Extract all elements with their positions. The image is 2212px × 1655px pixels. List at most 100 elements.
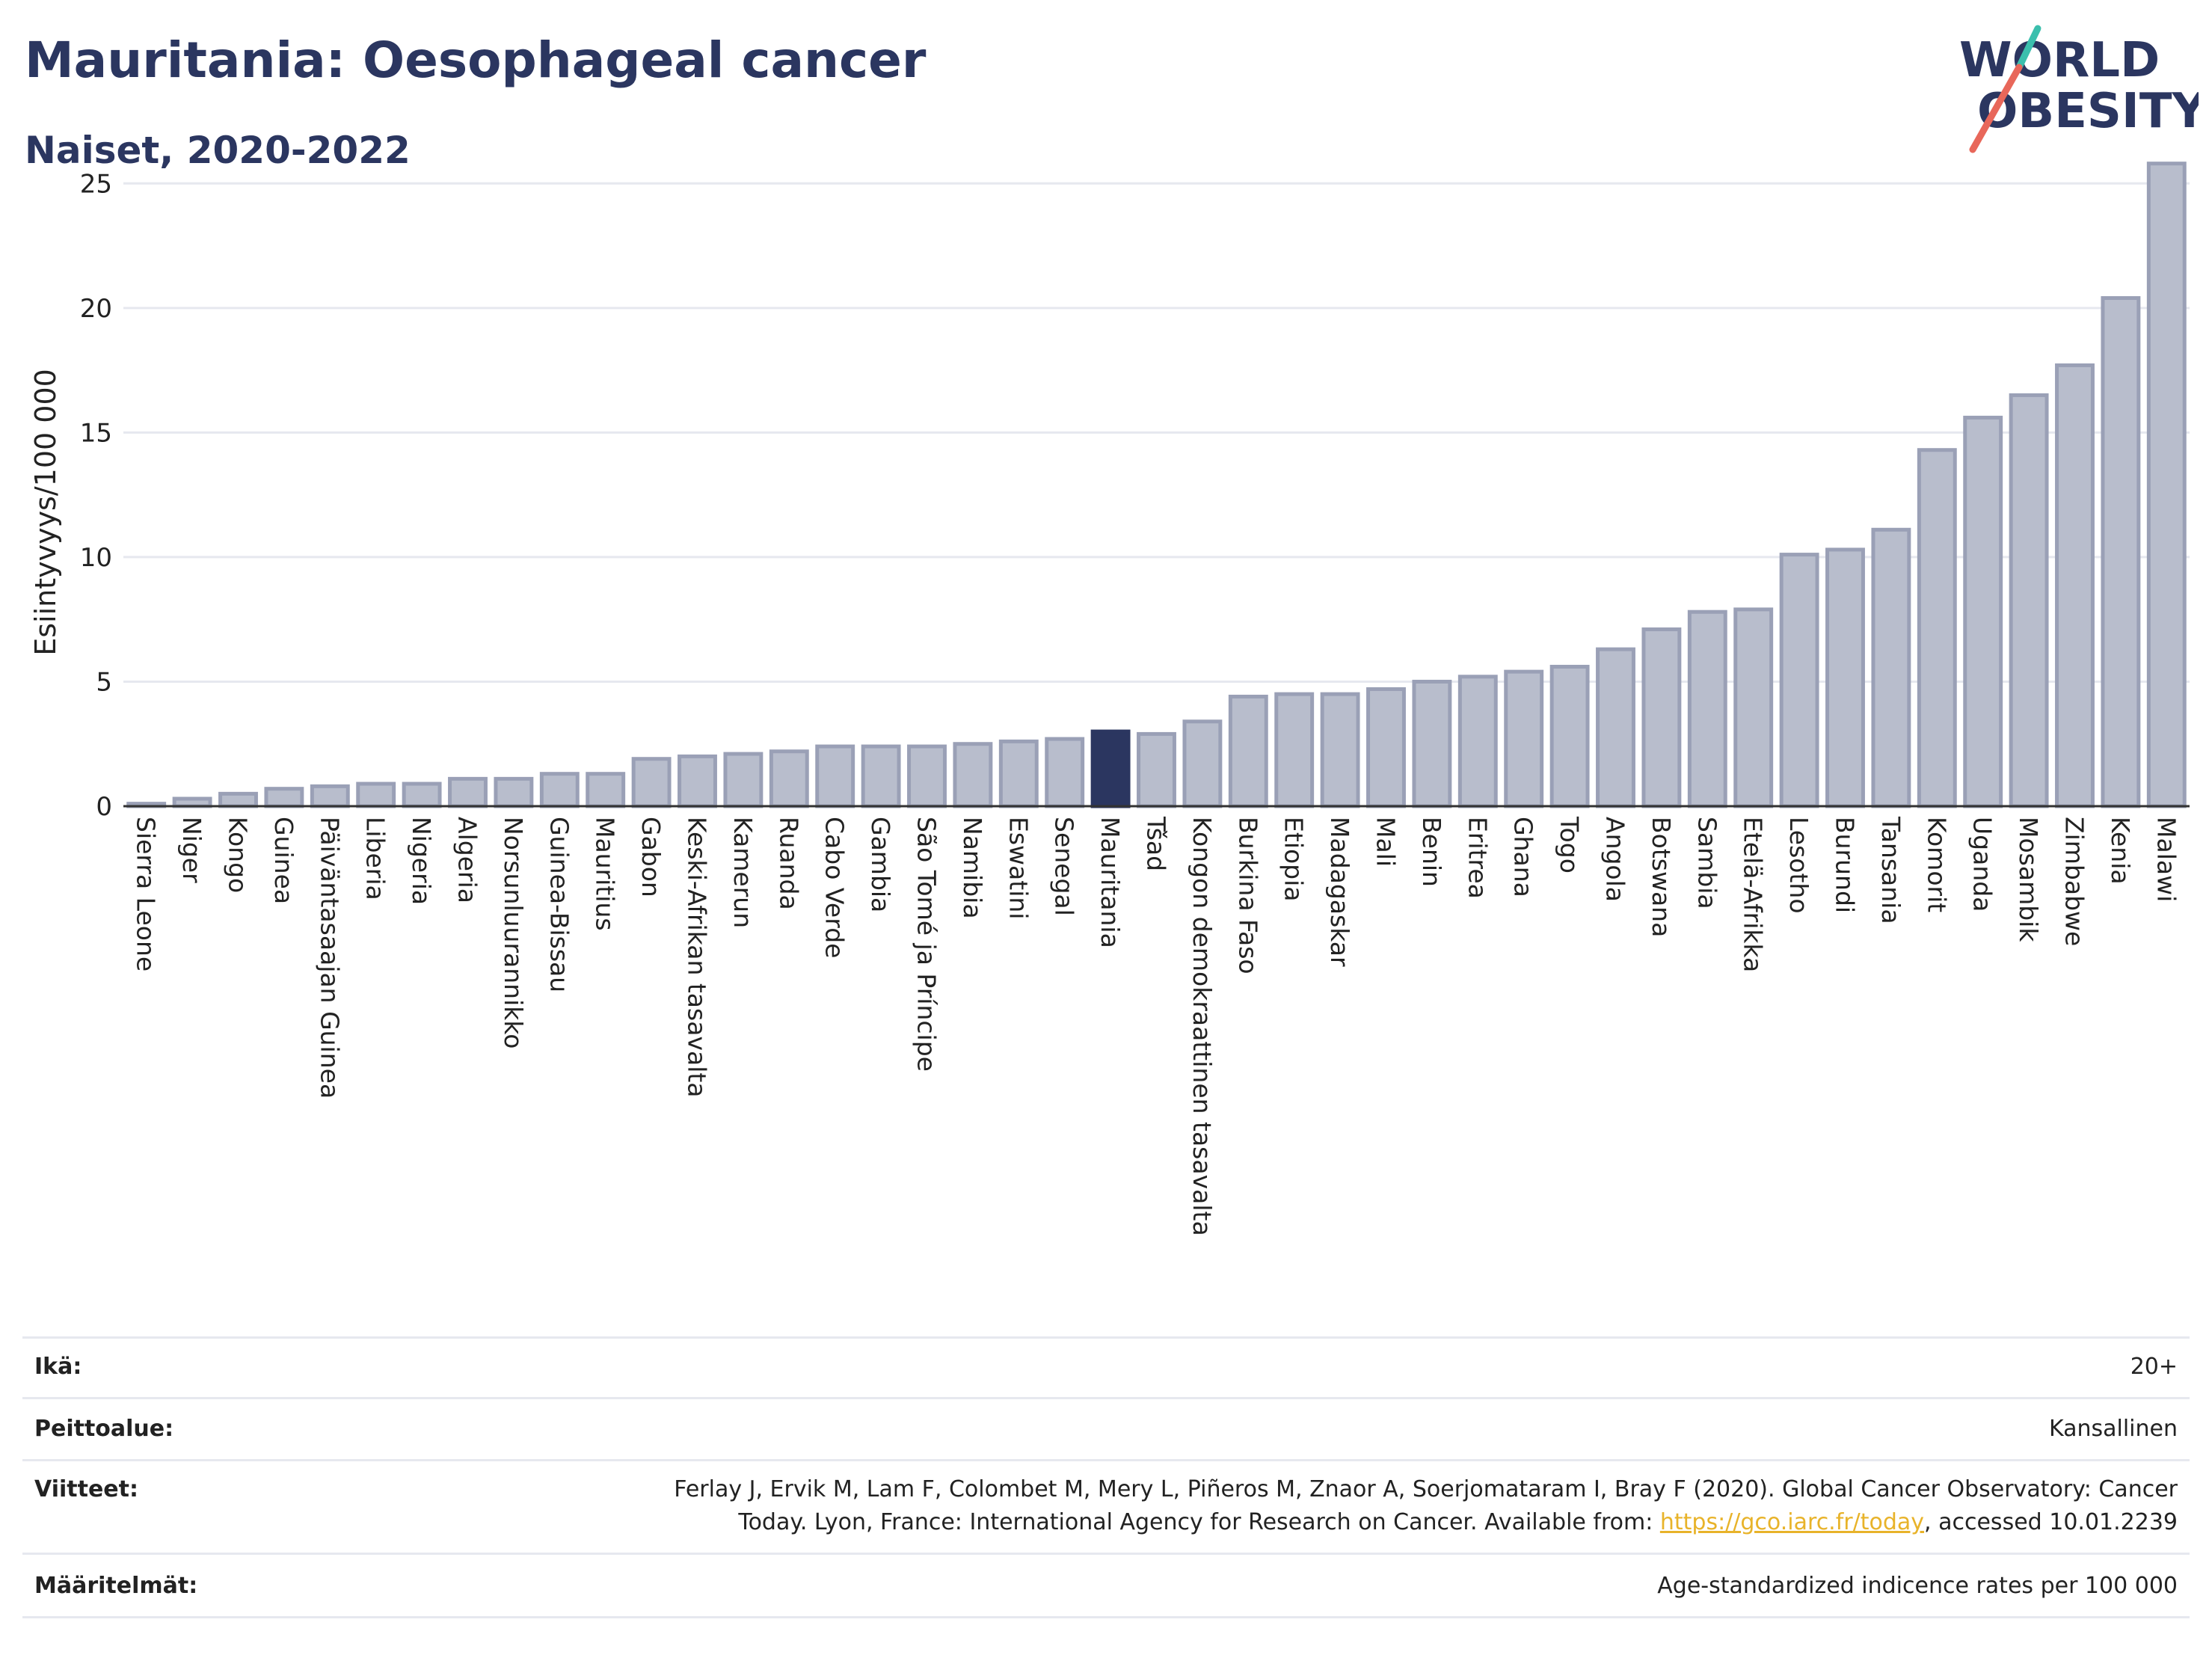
x-tick-label: Mauritius	[591, 817, 620, 931]
x-tick-label: Tšad	[1142, 816, 1171, 871]
bar	[539, 772, 580, 808]
logo-slash-red	[1969, 64, 2023, 153]
x-tick-label: Eritrea	[1463, 817, 1492, 899]
x-tick-label: Päiväntasaajan Guinea	[315, 817, 344, 1099]
x-tick-label: Mauritania	[1096, 817, 1125, 948]
x-tick-label: Guinea-Bissau	[544, 817, 574, 992]
meta-row-references: Viitteet: Ferlay J, Ervik M, Lam F, Colo…	[22, 1459, 2190, 1553]
bar	[586, 772, 626, 808]
bars	[126, 162, 2187, 808]
x-tick-label: Mosambik	[2014, 817, 2043, 942]
meta-label-coverage: Peittoalue:	[34, 1416, 174, 1442]
bar	[1366, 687, 1406, 808]
x-tick-label: Mali	[1371, 817, 1401, 867]
bar	[310, 784, 350, 808]
metadata-table: Ikä: 20+ Peittoalue: Kansallinen Viittee…	[22, 1336, 2190, 1618]
bar	[953, 742, 993, 808]
x-tick-label: Niger	[177, 817, 206, 883]
bar	[448, 776, 488, 808]
bar	[998, 739, 1039, 808]
bar	[907, 744, 947, 808]
x-tick-label: Gambia	[866, 817, 895, 912]
x-category-labels: Sierra Leone Niger Kongo Guinea Päiväntasaaj…	[132, 816, 2181, 1236]
bar	[1412, 679, 1452, 808]
x-tick-label: Guinea	[269, 817, 298, 904]
meta-value-definitions: Age-standardized indicence rates per 100…	[1657, 1573, 2178, 1599]
chart-title: Mauritania: Oesophageal cancer	[25, 31, 927, 89]
bar	[1549, 664, 1590, 808]
bar	[1274, 692, 1315, 808]
x-tick-label: Eswatini	[1004, 817, 1033, 919]
reference-line-2-pre: Today. Lyon, France: International Agenc…	[738, 1509, 1660, 1535]
x-tick-label: Kongon demokraattinen tasavalta	[1188, 817, 1217, 1236]
x-tick-label: Botswana	[1647, 817, 1676, 937]
y-axis-title: Esiintyvyys/100 000	[29, 369, 62, 656]
bar	[1641, 627, 1682, 808]
bar	[1687, 610, 1727, 808]
x-tick-label: Angola	[1601, 817, 1630, 902]
x-tick-label: Algeria	[453, 817, 482, 903]
y-tick-label: 10	[80, 543, 112, 573]
bar	[1457, 675, 1498, 808]
meta-label-definitions: Määritelmät:	[34, 1573, 198, 1599]
bar	[264, 787, 304, 808]
bar	[1045, 737, 1085, 808]
x-tick-label: Etiopia	[1279, 817, 1309, 902]
bar	[631, 757, 672, 808]
bar	[1504, 669, 1544, 808]
bar	[1320, 692, 1360, 808]
y-tick-label: 15	[80, 418, 112, 448]
bar	[218, 791, 258, 808]
x-tick-label: Lesotho	[1784, 817, 1813, 914]
x-tick-label: Uganda	[1968, 817, 1997, 912]
x-tick-label: Cabo Verde	[820, 817, 850, 958]
bar	[2146, 162, 2187, 808]
bar	[494, 776, 534, 808]
x-tick-label: Tansania	[1876, 816, 1905, 924]
x-tick-label: Togo	[1555, 816, 1584, 873]
reference-line-2-post: , accessed 10.01.2239	[1924, 1509, 2178, 1535]
meta-row-age: Ikä: 20+	[22, 1336, 2190, 1397]
x-tick-label: Sierra Leone	[132, 817, 161, 971]
x-tick-label: Komorit	[1922, 817, 1951, 912]
x-tick-label: Zimbabwe	[2060, 817, 2089, 946]
meta-label-age: Ikä:	[34, 1354, 82, 1380]
bar	[1733, 607, 1774, 808]
logo-line2: OBESITY	[1977, 84, 2199, 139]
reference-link[interactable]: https://gco.iarc.fr/today	[1659, 1509, 1925, 1535]
x-tick-label: Madagaskar	[1325, 817, 1354, 967]
reference-line-2: Today. Lyon, France: International Agenc…	[674, 1506, 2178, 1539]
bar	[1825, 547, 1865, 808]
bar-chart: 0 5 10 15 20 25 Sierra Leone Niger Kongo Guinea P…	[29, 162, 2190, 1236]
x-tick-label: Gabon	[636, 817, 666, 897]
bar	[1917, 448, 1957, 808]
y-tick-labels: 0 5 10 15 20 25	[80, 169, 112, 822]
meta-row-definitions: Määritelmät: Age-standardized indicence …	[22, 1553, 2190, 1618]
bar	[2009, 393, 2049, 808]
bar	[2055, 363, 2095, 808]
x-tick-label: Ruanda	[774, 817, 803, 910]
bar	[1228, 694, 1268, 808]
y-tick-label: 5	[96, 667, 112, 697]
x-tick-label: Senegal	[1050, 817, 1079, 916]
x-tick-label: Burundi	[1831, 817, 1860, 913]
x-tick-label: Norsunluurannikko	[499, 817, 528, 1049]
x-tick-label: Kongo	[224, 817, 253, 893]
x-tick-label: Benin	[1417, 817, 1446, 887]
bar-highlighted	[1090, 729, 1131, 808]
bar	[769, 749, 809, 808]
x-tick-label: Malawi	[2151, 817, 2181, 902]
bar	[402, 782, 442, 808]
bar	[1182, 719, 1223, 808]
logo-line1: WORLD	[1959, 33, 2160, 88]
bar	[1137, 731, 1176, 808]
y-tick-label: 0	[96, 792, 112, 822]
meta-label-references: Viitteet:	[34, 1476, 138, 1502]
bar	[1779, 553, 1819, 808]
bar	[356, 782, 396, 808]
x-tick-label: Namibia	[958, 817, 987, 919]
x-tick-label: São Tomé ja Príncipe	[912, 817, 941, 1072]
x-tick-label: Nigeria	[407, 817, 436, 905]
x-tick-label: Ghana	[1509, 817, 1538, 897]
chart-subtitle: Naiset, 2020-2022	[25, 129, 411, 172]
